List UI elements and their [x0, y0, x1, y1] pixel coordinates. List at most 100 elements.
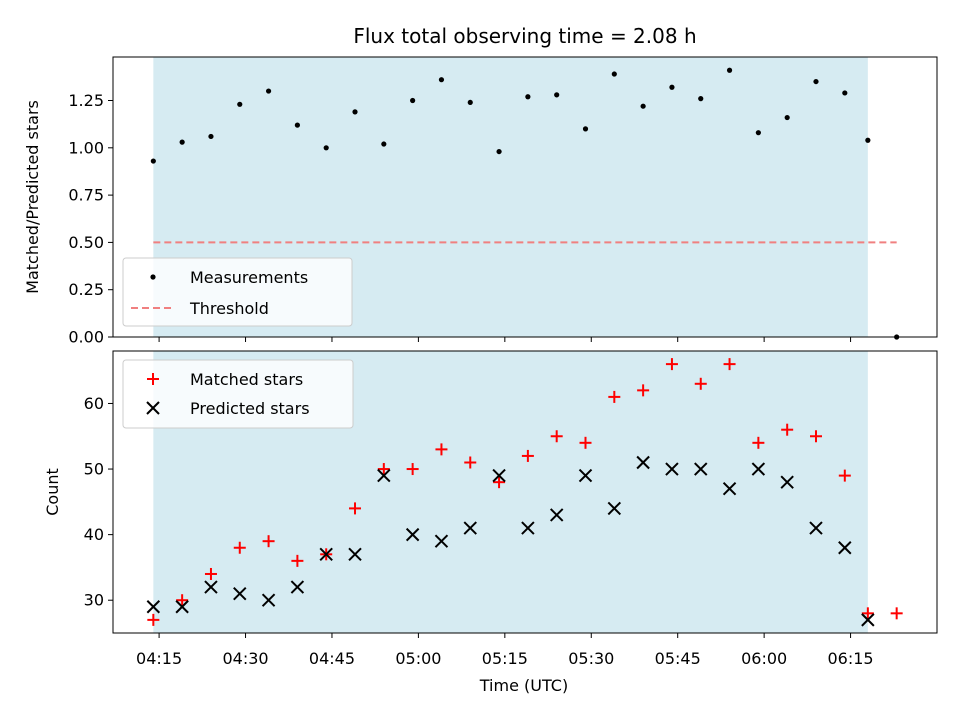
- x-tick-label: 05:00: [395, 649, 441, 668]
- matched-star-point: [723, 358, 736, 371]
- y-tick-label: 1.00: [68, 138, 104, 157]
- top-legend-box: [122, 257, 353, 327]
- predicted-star-point: [377, 468, 391, 483]
- measurement-point: [813, 78, 819, 85]
- predicted-star-point: [204, 580, 218, 594]
- bottom-legend: Matched stars Predicted stars: [122, 359, 354, 429]
- measurement-point: [410, 97, 416, 104]
- legend-marker-matched: [147, 373, 159, 385]
- matched-star-point: [838, 469, 851, 482]
- legend-label-predicted: Predicted stars: [190, 399, 310, 418]
- y-tick-label: 0.75: [68, 186, 104, 205]
- predicted-star-point: [780, 475, 794, 489]
- x-tick-label: 05:15: [482, 649, 528, 668]
- matched-star-point: [377, 463, 390, 476]
- measurement-point: [669, 84, 675, 90]
- bottom-plot-frame: [112, 350, 938, 634]
- matched-star-point: [694, 377, 707, 390]
- matched-star-point: [493, 476, 506, 489]
- measurement-points: [150, 67, 900, 340]
- measurement-point: [842, 90, 848, 96]
- measurement-point: [381, 141, 387, 147]
- predicted-star-point: [722, 482, 737, 496]
- top-y-axis-ticks: 0.00 0.25 0.50 0.75 1.00 1.25: [68, 91, 113, 347]
- matched-star-point: [579, 436, 592, 449]
- measurement-point: [496, 148, 502, 155]
- y-tick-label: 1.25: [68, 91, 104, 110]
- x-tick-label: 04:30: [222, 649, 268, 668]
- matched-star-point: [176, 594, 189, 607]
- predicted-star-point: [405, 527, 420, 542]
- measurement-point: [726, 67, 733, 73]
- measurement-point: [784, 114, 790, 121]
- y-tick-label: 0.50: [68, 233, 104, 252]
- predicted-star-point: [838, 541, 852, 555]
- predicted-star-point: [319, 547, 333, 562]
- top-panel: Flux total observing time = 2.08 h 0.000…: [23, 24, 938, 347]
- measurement-point: [525, 94, 531, 100]
- matched-star-point: [665, 358, 678, 371]
- predicted-star-point: [549, 508, 564, 522]
- measurement-point: [582, 126, 589, 132]
- predicted-star-point: [578, 468, 593, 483]
- predicted-star-point: [175, 600, 189, 614]
- matched-star-point: [637, 384, 650, 397]
- top-plot-frame: [112, 56, 938, 338]
- predicted-star-point: [290, 580, 305, 594]
- measurement-point: [755, 130, 761, 136]
- matched-star-point: [809, 430, 822, 443]
- measurement-point: [150, 158, 156, 164]
- matched-star-point: [291, 554, 304, 567]
- predicted-star-point: [463, 521, 477, 535]
- top-x-axis-ticks: [158, 337, 852, 342]
- measurement-point: [179, 139, 185, 145]
- measurement-point: [611, 71, 617, 77]
- predicted-star-point: [492, 468, 506, 483]
- matched-star-point: [233, 541, 246, 554]
- count-points: [146, 358, 903, 627]
- measurement-point: [323, 145, 329, 151]
- predicted-star-point: [434, 534, 449, 548]
- bottom-panel: 30 40 50 60 Count 04:15 04:30 04:45 05:00 05:15…: [43, 350, 938, 695]
- predicted-star-point: [348, 547, 362, 562]
- y-tick-label: 0.25: [68, 280, 104, 299]
- bottom-y-axis-ticks: 30 40 50 60: [84, 394, 113, 610]
- predicted-star-point: [636, 455, 650, 470]
- measurement-point: [698, 96, 704, 102]
- top-legend: Measurements Threshold: [122, 257, 353, 327]
- matched-star-point: [464, 456, 477, 469]
- y-tick-label: 30: [84, 591, 104, 610]
- legend-label-threshold: Threshold: [189, 299, 269, 318]
- predicted-star-point: [521, 521, 535, 535]
- y-tick-label: 60: [84, 394, 104, 413]
- measurement-point: [294, 122, 300, 128]
- measurement-point: [865, 137, 871, 143]
- matched-star-point: [435, 443, 448, 456]
- top-y-axis-label: Matched/Predicted stars: [23, 100, 42, 294]
- x-tick-label: 04:15: [136, 649, 182, 668]
- measurement-point: [467, 99, 473, 106]
- matched-star-point: [204, 567, 217, 580]
- measurement-point: [208, 133, 214, 140]
- bottom-y-axis-label: Count: [43, 468, 62, 516]
- measurement-point: [265, 88, 272, 94]
- x-tick-label: 04:45: [309, 649, 355, 668]
- y-tick-label: 50: [84, 460, 104, 479]
- measurement-point: [554, 92, 560, 98]
- matched-star-point: [521, 449, 534, 462]
- predicted-star-point: [233, 586, 247, 601]
- y-tick-label: 0.00: [68, 328, 104, 347]
- matched-star-point: [406, 463, 419, 476]
- bottom-legend-box: [122, 359, 354, 429]
- y-tick-label: 40: [84, 525, 104, 544]
- predicted-star-point: [809, 521, 823, 535]
- predicted-star-point: [607, 501, 622, 516]
- measurement-point: [640, 103, 646, 109]
- x-tick-label: 06:15: [828, 649, 874, 668]
- matched-star-point: [262, 535, 275, 548]
- matched-star-point: [781, 423, 794, 436]
- matched-star-point: [349, 502, 362, 515]
- legend-marker-predicted: [146, 401, 160, 415]
- matched-star-point: [147, 613, 160, 626]
